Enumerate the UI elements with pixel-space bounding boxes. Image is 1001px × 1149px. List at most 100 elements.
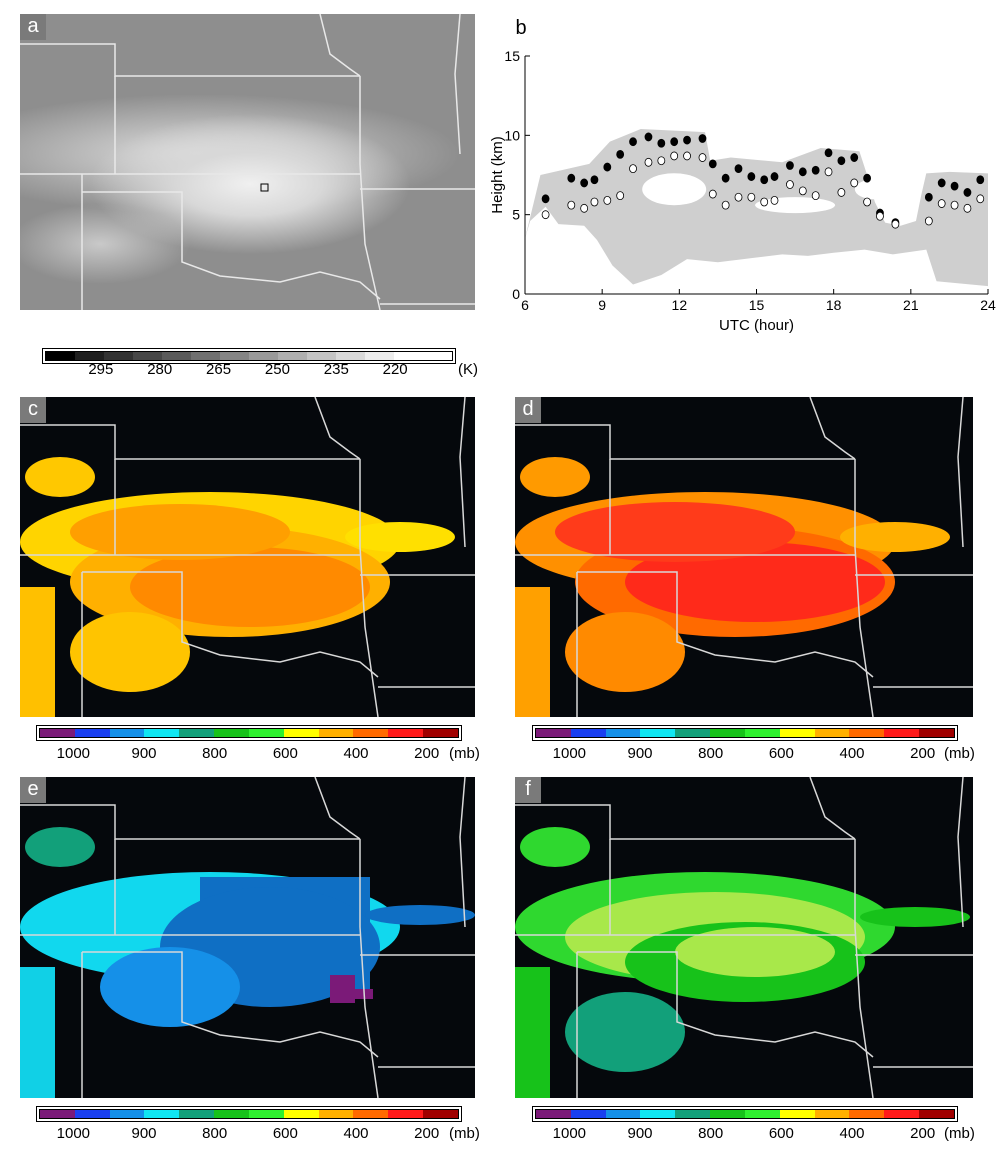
x-tick-label: 12: [672, 297, 688, 313]
cloud-base-point: [950, 200, 959, 210]
cloud-base-point: [657, 156, 666, 166]
cloud-base-point: [837, 188, 846, 197]
cloud-top-point: [863, 173, 872, 183]
pressure-colorbar-swatch: [640, 1110, 676, 1118]
cloud-top-point: [824, 148, 833, 158]
cloud-top-point: [850, 153, 859, 162]
cloud-base-point: [683, 151, 691, 161]
temperature-tick-label: 265: [206, 361, 232, 378]
pressure-colorbar-swatch: [570, 1110, 606, 1118]
pressure-tick-label: 1000: [552, 745, 587, 762]
cloud-base-point: [863, 197, 872, 207]
clear-gap: [854, 179, 895, 200]
x-axis-label: UTC (hour): [719, 317, 794, 334]
pressure-unit-d: (mb): [944, 745, 975, 762]
cloud-top-point: [937, 178, 946, 188]
temperature-colorbar-swatch: [104, 352, 133, 360]
cloud-base-point: [698, 153, 707, 162]
pressure-colorbar-swatch: [423, 729, 458, 737]
pressure-tick-label: 600: [272, 745, 298, 762]
pressure-unit-c: (mb): [449, 745, 480, 762]
pressure-colorbar-swatch: [423, 1110, 458, 1118]
panel-e-map: e: [20, 777, 475, 1098]
cloud-base-point: [541, 210, 550, 220]
x-tick-label: 24: [980, 297, 996, 313]
cloud-base-point: [811, 191, 820, 201]
pressure-colorbar-swatch: [710, 729, 745, 737]
x-tick-label: 15: [749, 297, 765, 313]
pressure-tick-label: 600: [768, 745, 794, 762]
pressure-colorbar-swatch: [744, 1110, 780, 1118]
panel-b-height-chart: b 6 9 12 15 18 21 24 0 5 10 15 UTC (hour) Height (km…: [488, 14, 998, 334]
pressure-colorbar-swatch: [40, 1110, 75, 1118]
pressure-colorbar-swatch: [248, 729, 284, 737]
temperature-tick-label: 235: [323, 361, 349, 378]
pressure-tick-label: 400: [343, 1125, 369, 1142]
pressure-colorbar-e: [36, 1106, 462, 1122]
cloud-top-point: [924, 192, 933, 202]
pressure-colorbar-swatch: [109, 1110, 145, 1118]
temperature-colorbar-swatch: [336, 352, 365, 360]
cloud-top-point: [657, 138, 666, 148]
cloud-base-point: [876, 211, 884, 221]
y-tick-label: 15: [504, 48, 520, 64]
pressure-colorbar-swatch: [109, 729, 145, 737]
site-marker: [260, 183, 269, 192]
cloud-base-point: [708, 189, 717, 199]
pressure-colorbar-swatch: [283, 729, 319, 737]
cloud-top-point: [976, 175, 985, 185]
cloud-top-point: [760, 175, 769, 185]
temperature-colorbar: [42, 348, 456, 364]
pressure-tick-label: 800: [202, 745, 228, 762]
pressure-colorbar-swatch: [144, 1110, 180, 1118]
pressure-colorbar-swatch: [605, 1110, 641, 1118]
pressure-tick-label: 900: [627, 1125, 653, 1142]
cloud-base-point: [937, 199, 946, 208]
temperature-tick-label: 280: [147, 361, 173, 378]
pressure-colorbar-swatch: [919, 729, 954, 737]
cloud-top-point: [811, 165, 820, 175]
temperature-colorbar-swatch: [394, 352, 423, 360]
pressure-tick-label: 1000: [56, 1125, 91, 1142]
pressure-colorbar-swatch: [353, 1110, 389, 1118]
panel-d-map: d: [515, 397, 973, 717]
pressure-tick-label: 200: [910, 1125, 936, 1142]
pressure-colorbar-swatch: [536, 1110, 571, 1118]
panel-label-c: c: [20, 397, 46, 423]
temperature-colorbar-swatch: [307, 352, 336, 360]
x-tick-label: 21: [903, 297, 919, 313]
temperature-unit: (K): [458, 361, 478, 378]
pressure-colorbar-swatch: [283, 1110, 319, 1118]
pressure-colorbar-swatch: [318, 729, 354, 737]
cloud-base-point: [747, 192, 756, 202]
pressure-colorbar-swatch: [179, 1110, 215, 1118]
pressure-colorbar-swatch: [605, 729, 641, 737]
pressure-colorbar-swatch: [884, 1110, 920, 1118]
pressure-colorbar-swatch: [919, 1110, 954, 1118]
cloud-top-point: [770, 172, 779, 181]
temperature-tick-label: 250: [264, 361, 290, 378]
pressure-colorbar-swatch: [884, 729, 920, 737]
pressure-colorbar-swatch: [388, 1110, 424, 1118]
cloud-top-point: [721, 173, 730, 183]
pressure-colorbar-swatch: [744, 729, 780, 737]
panel-label-e: e: [20, 777, 46, 803]
cloud-top-point: [644, 132, 653, 142]
temperature-tick-label: 220: [382, 361, 408, 378]
pressure-colorbar-swatch: [179, 729, 215, 737]
panel-label-d: d: [515, 397, 541, 423]
pressure-tick-label: 900: [131, 745, 157, 762]
pressure-tick-label: 1000: [552, 1125, 587, 1142]
pressure-colorbar-swatch: [779, 729, 815, 737]
pressure-colorbar-swatch: [536, 729, 571, 737]
temperature-colorbar-swatch: [46, 352, 75, 360]
panel-f-borders: [515, 777, 973, 1098]
y-tick-label: 10: [504, 127, 520, 143]
cloud-top-point: [590, 175, 599, 185]
cloud-top-point: [798, 167, 807, 177]
cloud-base-point: [798, 186, 807, 196]
temperature-tick-label: 295: [88, 361, 114, 378]
pressure-colorbar-swatch: [318, 1110, 354, 1118]
cloud-top-point: [708, 159, 717, 169]
cloud-top-point: [541, 194, 550, 204]
